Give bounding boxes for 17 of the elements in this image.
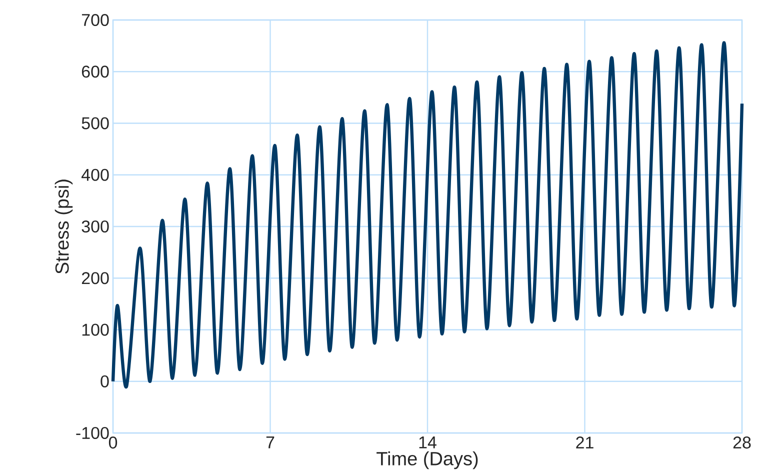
x-tick-label: 28 (733, 436, 751, 448)
x-tick-label: 21 (576, 436, 594, 448)
y-tick-label: 100 (82, 323, 109, 336)
x-tick-label: 0 (108, 436, 118, 448)
y-tick-label: -100 (76, 426, 109, 439)
y-tick-label: 600 (82, 65, 109, 78)
x-tick-label: 14 (419, 436, 436, 448)
y-tick-label: 200 (82, 272, 109, 284)
y-tick-label: 400 (82, 168, 109, 181)
line-series (111, 40, 744, 388)
y-axis-title: Stress (psi) (54, 179, 73, 274)
y-tick-label: 500 (82, 116, 109, 130)
x-axis-title: Time (Days) (376, 451, 478, 469)
y-tick-label: 700 (82, 14, 109, 26)
y-tick-label: 300 (82, 220, 109, 232)
y-tick-label: 0 (100, 375, 109, 388)
x-tick-label: 7 (266, 436, 274, 448)
